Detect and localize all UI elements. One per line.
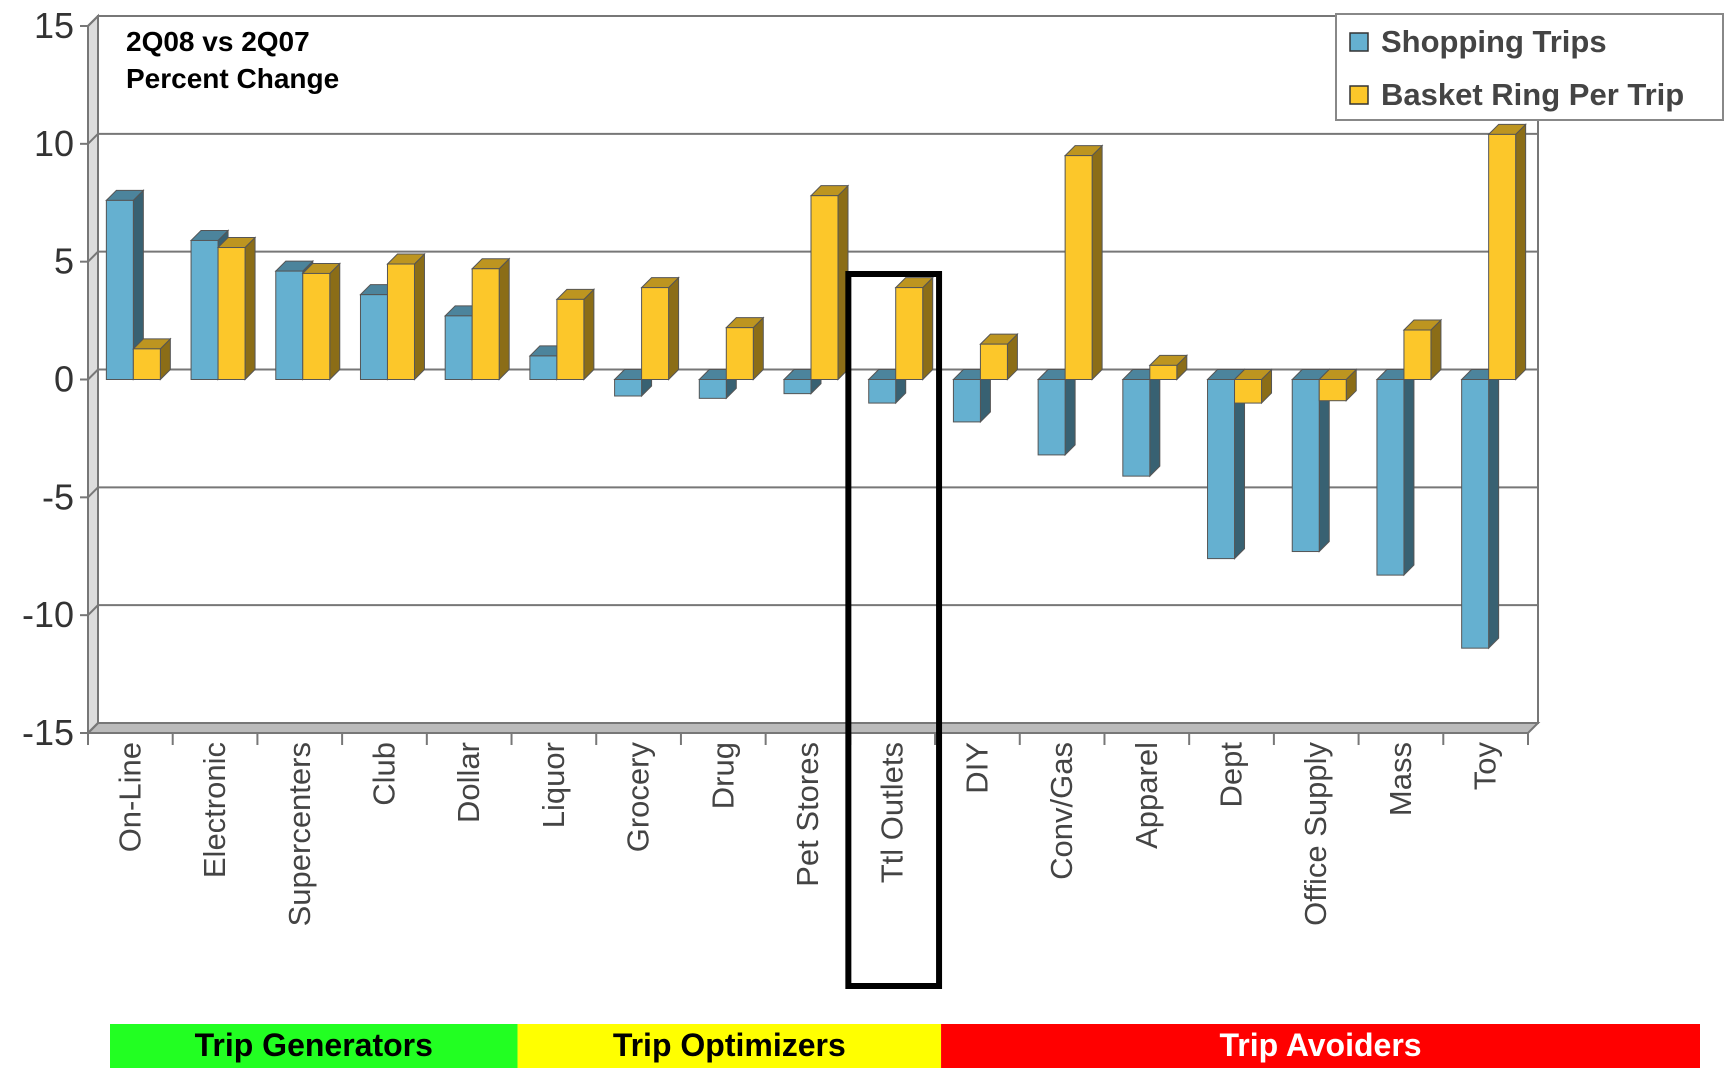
y-tick-label: -5 <box>42 476 74 517</box>
legend: Shopping Trips Basket Ring Per Trip <box>1335 13 1724 121</box>
bar-shopping-trips-apparel <box>1121 368 1162 478</box>
y-tick-label: -10 <box>22 594 74 635</box>
gridline <box>87 250 1538 263</box>
x-tick-label-dollar: Dollar <box>451 742 486 823</box>
x-tick-label-electronic: Electronic <box>197 742 232 878</box>
bar-basket-ring-per-trip-mass <box>1402 318 1443 381</box>
group-label-trip-avoiders: Trip Avoiders <box>1219 1027 1421 1063</box>
y-tick-label: -15 <box>22 712 74 753</box>
y-tick-label: 10 <box>34 123 74 164</box>
annotation-line-1: 2Q08 vs 2Q07 <box>126 26 310 57</box>
group-label-trip-generators: Trip Generators <box>195 1027 433 1063</box>
y-tick-label: 0 <box>54 359 74 400</box>
gridline <box>87 15 1538 27</box>
bar-basket-ring-per-trip-club <box>386 252 426 381</box>
highlight-box <box>845 271 943 989</box>
group-band-trip-generators <box>110 1024 518 1068</box>
bar-basket-ring-per-trip-apparel <box>1148 354 1189 381</box>
y-tick-label: 5 <box>54 241 74 282</box>
bar-basket-ring-per-trip-toy <box>1487 123 1527 381</box>
x-tick-label-grocery: Grocery <box>621 742 656 853</box>
legend-box <box>1335 13 1724 121</box>
bar-shopping-trips-office-supply <box>1291 368 1331 553</box>
bar-basket-ring-per-trip-diy <box>979 332 1019 381</box>
x-tick-label-ttl-outlets: Ttl Outlets <box>875 742 910 883</box>
legend-label-shopping-trips: Shopping Trips <box>1381 24 1607 59</box>
x-tick-label-office-supply: Office Supply <box>1298 742 1333 926</box>
bar-basket-ring-per-trip-grocery <box>640 276 680 381</box>
x-axis: On-Line Electronic Supercenters Club Dollar L… <box>87 733 1529 926</box>
x-tick-label-drug: Drug <box>705 742 740 809</box>
x-tick-label-mass: Mass <box>1383 742 1418 816</box>
bar-basket-ring-per-trip-ttl-outlets <box>894 276 934 381</box>
bar-basket-ring-per-trip-office-supply <box>1318 368 1358 402</box>
bar-basket-ring-per-trip-liquor <box>555 288 596 381</box>
group-label-trip-optimizers: Trip Optimizers <box>613 1027 846 1063</box>
bar-basket-ring-per-trip-dollar <box>470 257 511 381</box>
x-tick-label-conv-gas: Conv/Gas <box>1044 742 1079 880</box>
x-tick-label-club: Club <box>366 742 401 806</box>
bar-basket-ring-per-trip-pet-stores <box>809 184 850 381</box>
annotation-line-2: Percent Change <box>126 63 339 94</box>
bar-basket-ring-per-trip-drug <box>725 316 765 381</box>
x-tick-label-liquor: Liquor <box>536 742 571 828</box>
gridline <box>87 604 1538 616</box>
group-bands: Trip Generators Trip Optimizers Trip Avoid… <box>110 1024 1700 1068</box>
bar-basket-ring-per-trip-dept <box>1233 368 1273 405</box>
highlight-rectangle <box>845 271 943 989</box>
x-tick-label-apparel: Apparel <box>1129 742 1164 849</box>
y-tick-label: 15 <box>34 5 74 46</box>
bars <box>105 123 1527 650</box>
bar-basket-ring-per-trip-electronic <box>216 236 257 381</box>
group-band-trip-avoiders <box>941 1024 1700 1068</box>
group-band-trip-optimizers <box>517 1024 942 1068</box>
gridline <box>87 486 1538 499</box>
plot-floor <box>85 722 1541 734</box>
gridline <box>87 722 1538 734</box>
legend-swatch-shopping-trips <box>1349 32 1369 52</box>
x-tick-label-toy: Toy <box>1468 742 1503 791</box>
x-tick-label-on-line: On-Line <box>112 742 147 852</box>
bar-basket-ring-per-trip-on-line <box>132 337 172 381</box>
legend-swatch-basket-ring-per-trip <box>1349 85 1369 105</box>
x-tick-label-dept: Dept <box>1214 742 1249 808</box>
bar-basket-ring-per-trip-conv-gas <box>1063 144 1104 381</box>
bar-shopping-trips-conv-gas <box>1036 368 1077 457</box>
bar-shopping-trips-mass <box>1375 368 1416 577</box>
bar-shopping-trips-toy <box>1460 368 1500 650</box>
x-tick-label-pet-stores: Pet Stores <box>790 742 825 887</box>
bar-shopping-trips-on-line <box>105 189 145 381</box>
x-tick-label-supercenters: Supercenters <box>282 742 317 926</box>
bar-basket-ring-per-trip-supercenters <box>301 262 341 381</box>
x-tick-label-diy: DIY <box>959 742 994 794</box>
legend-label-basket-ring-per-trip: Basket Ring Per Trip <box>1381 77 1684 112</box>
y-axis: 15 10 5 0 -5 -10 -15 <box>22 5 89 753</box>
gridline <box>87 132 1538 145</box>
